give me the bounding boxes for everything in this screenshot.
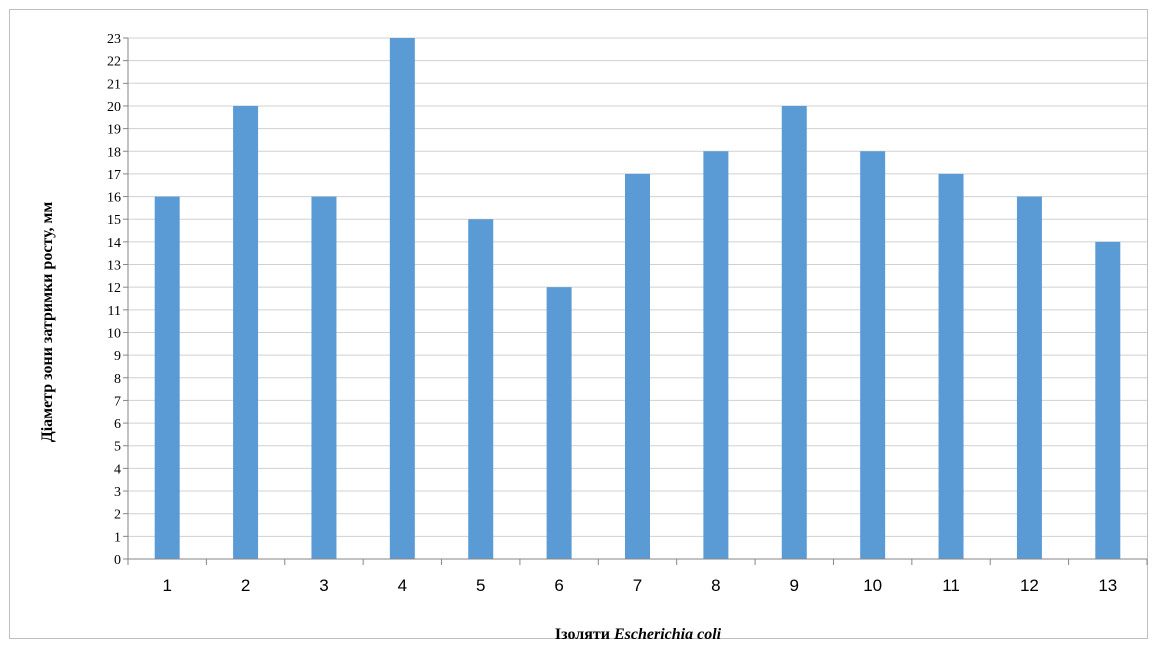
x-axis-label-species: Escherichia coli — [613, 626, 722, 643]
y-tick-label: 17 — [107, 168, 121, 183]
x-tick-label: 11 — [942, 576, 960, 595]
y-tick-label: 23 — [107, 32, 121, 47]
y-tick-label: 4 — [114, 462, 121, 477]
bar-5 — [468, 219, 494, 559]
x-tick-label: 2 — [241, 576, 250, 595]
x-tick-label: 12 — [1020, 576, 1039, 595]
y-tick-label: 15 — [107, 213, 121, 228]
x-tick-label: 3 — [319, 576, 328, 595]
bar-7 — [625, 173, 650, 560]
y-axis-label: Діаметр зони затримки росту, мм — [39, 202, 56, 443]
bar-13 — [1095, 241, 1121, 559]
bar-4 — [389, 38, 415, 559]
y-tick-label: 14 — [107, 236, 121, 251]
bar-12 — [1016, 196, 1042, 559]
bar-2 — [233, 105, 259, 560]
y-tick-label: 0 — [114, 553, 121, 568]
x-tick-label: 7 — [633, 576, 642, 595]
y-tick-label: 18 — [107, 145, 121, 160]
bars — [154, 38, 1121, 560]
bar-9 — [781, 105, 807, 560]
bar-6 — [546, 287, 572, 559]
y-tick-label: 1 — [114, 530, 121, 545]
x-tick-labels: 1 2 3 4 5 6 7 8 9 10 11 12 13 — [162, 576, 1117, 595]
x-tick-label: 4 — [398, 576, 407, 595]
y-tick-label: 12 — [107, 281, 121, 296]
x-tick-label: 6 — [554, 576, 563, 595]
bar-3 — [311, 196, 337, 559]
y-tick-label: 21 — [107, 77, 121, 92]
y-tick-label: 22 — [107, 55, 121, 70]
y-tick-label: 3 — [114, 485, 121, 500]
y-tick-label: 5 — [114, 440, 121, 455]
y-tick-label: 7 — [114, 394, 121, 409]
x-tick-label: 1 — [162, 576, 171, 595]
x-axis-label: Ізоляти Escherichia coli — [555, 626, 722, 643]
y-tick-label: 10 — [107, 326, 121, 341]
bar-1 — [154, 196, 180, 559]
y-tick-label: 13 — [107, 259, 121, 274]
x-tick-label: 5 — [476, 576, 485, 595]
x-tick-label: 8 — [711, 576, 720, 595]
x-axis-label-prefix: Ізоляти — [555, 626, 614, 643]
y-tick-label: 16 — [107, 191, 121, 206]
y-tick-label: 6 — [114, 417, 121, 432]
y-tick-label: 11 — [108, 304, 121, 319]
bar-11 — [938, 173, 964, 560]
x-tick-label: 10 — [863, 576, 882, 595]
bar-8 — [703, 151, 729, 559]
y-tick-label: 8 — [114, 372, 121, 387]
bar-10 — [860, 151, 886, 559]
y-tick-label: 2 — [114, 508, 121, 523]
axes — [123, 37, 1148, 565]
y-tick-label: 19 — [107, 123, 121, 138]
x-tick-label: 13 — [1098, 576, 1117, 595]
y-tick-label: 9 — [114, 349, 121, 364]
x-tick-label: 9 — [790, 576, 799, 595]
y-tick-label: 20 — [107, 100, 121, 115]
